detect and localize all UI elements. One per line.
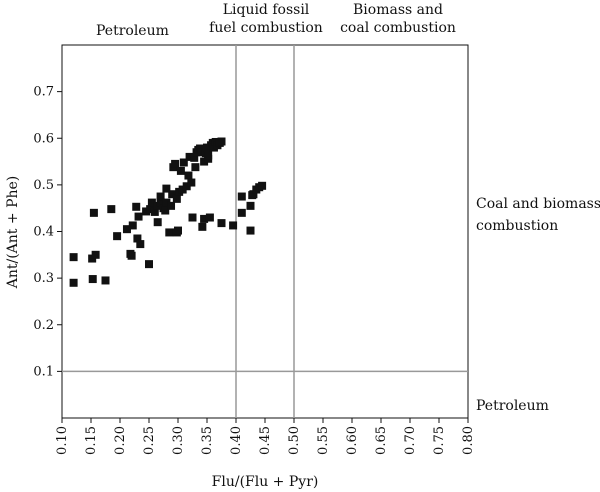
data-point xyxy=(89,208,98,217)
x-tick-label: 0.20 xyxy=(113,426,128,455)
data-point xyxy=(168,190,177,199)
data-point xyxy=(69,278,78,287)
data-point xyxy=(217,219,226,228)
data-point xyxy=(258,181,267,190)
data-point xyxy=(229,221,238,230)
data-point xyxy=(179,158,188,167)
data-point xyxy=(136,240,145,249)
data-point xyxy=(145,260,153,269)
data-point xyxy=(237,208,246,217)
data-point xyxy=(203,143,211,152)
annotation-biomass-coal-2: coal combustion xyxy=(340,20,456,36)
data-point xyxy=(246,226,255,235)
data-point xyxy=(174,226,182,235)
data-point xyxy=(146,205,155,214)
x-tick-label: 0.15 xyxy=(84,426,99,455)
data-point xyxy=(184,171,193,180)
data-point xyxy=(200,157,209,166)
data-point xyxy=(190,153,199,162)
x-axis-ticks: 0.10 0.15 0.20 0.25 0.30 0.35 0.40 0.45 0.50 0.55… xyxy=(55,418,476,455)
y-tick-label: 0.3 xyxy=(33,271,54,286)
data-point xyxy=(188,213,197,222)
data-point xyxy=(101,276,110,285)
data-point xyxy=(204,151,213,160)
reference-lines xyxy=(62,45,468,418)
annotation-top-petroleum: Petroleum xyxy=(96,23,169,39)
x-tick-label: 0.35 xyxy=(200,426,215,455)
data-point xyxy=(178,185,187,194)
data-point xyxy=(197,148,206,157)
data-point xyxy=(153,218,162,227)
data-point xyxy=(134,212,143,221)
data-point xyxy=(91,250,100,259)
annotation-biomass-coal-1: Biomass and xyxy=(353,2,443,18)
x-tick-label: 0.40 xyxy=(229,426,244,455)
x-tick-label: 0.70 xyxy=(403,426,418,455)
data-point xyxy=(127,251,136,260)
y-tick-label: 0.1 xyxy=(33,364,54,379)
y-tick-label: 0.5 xyxy=(33,178,54,193)
x-tick-label: 0.50 xyxy=(287,426,302,455)
data-point xyxy=(249,190,258,199)
x-tick-label: 0.75 xyxy=(432,426,447,455)
data-point xyxy=(107,205,116,214)
data-point xyxy=(69,253,78,262)
x-tick-label: 0.30 xyxy=(171,426,186,455)
data-point xyxy=(165,228,174,237)
data-point xyxy=(88,275,97,284)
data-point xyxy=(150,207,159,216)
data-point xyxy=(187,178,196,187)
data-point xyxy=(132,202,141,211)
annotation-coal-biomass-2: combustion xyxy=(476,218,558,234)
data-point xyxy=(185,152,194,161)
x-tick-label: 0.25 xyxy=(142,426,157,455)
data-point xyxy=(162,184,171,193)
data-point xyxy=(147,198,156,207)
data-points xyxy=(69,137,267,287)
data-point xyxy=(205,213,214,222)
annotation-liquid-fossil-1: Liquid fossil xyxy=(223,2,310,18)
data-point xyxy=(167,201,176,210)
data-point xyxy=(200,214,209,223)
x-tick-label: 0.45 xyxy=(258,426,273,455)
annotation-coal-biomass-1: Coal and biomass xyxy=(476,196,600,212)
x-tick-label: 0.60 xyxy=(345,426,360,455)
data-point xyxy=(162,198,171,207)
x-tick-label: 0.55 xyxy=(316,426,331,455)
data-point xyxy=(172,194,181,203)
annotation-liquid-fossil-2: fuel combustion xyxy=(209,20,323,36)
data-point xyxy=(113,232,122,241)
annotation-right-petroleum: Petroleum xyxy=(476,398,549,414)
data-point xyxy=(128,221,137,230)
data-point xyxy=(198,222,207,231)
data-point xyxy=(133,234,142,243)
data-point xyxy=(217,137,226,146)
y-tick-label: 0.7 xyxy=(33,85,54,100)
y-tick-label: 0.6 xyxy=(33,131,54,146)
x-tick-label: 0.10 xyxy=(55,426,70,455)
plot-frame xyxy=(61,44,469,419)
x-axis-label: Flu/(Flu + Pyr) xyxy=(212,474,319,490)
data-point xyxy=(176,166,185,175)
data-point xyxy=(122,225,131,234)
data-point xyxy=(237,192,246,201)
x-tick-label: 0.65 xyxy=(374,426,389,455)
data-point xyxy=(142,207,151,216)
data-point xyxy=(161,206,170,215)
data-point xyxy=(156,192,165,201)
y-axis-label: Ant/(Ant + Phe) xyxy=(5,176,21,290)
data-point xyxy=(182,182,191,191)
data-point xyxy=(156,198,165,207)
data-point xyxy=(171,159,180,168)
x-tick-label: 0.80 xyxy=(461,426,476,455)
y-tick-label: 0.2 xyxy=(33,318,54,333)
data-point xyxy=(246,201,255,210)
y-tick-label: 0.4 xyxy=(33,225,54,240)
y-axis-ticks: 0.1 0.2 0.3 0.4 0.5 0.6 0.7 xyxy=(33,85,62,379)
data-point xyxy=(191,163,200,172)
